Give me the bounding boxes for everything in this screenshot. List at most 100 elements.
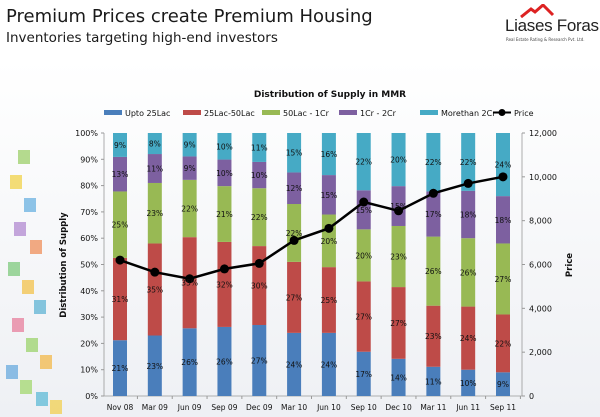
bar-segment xyxy=(147,182,162,244)
x-tick-label: Nov 08 xyxy=(107,403,134,412)
company-logo: Liases Foras Real Estate Rating & Resear… xyxy=(505,4,599,42)
data-label: 9% xyxy=(184,141,196,150)
data-label: 26% xyxy=(216,357,233,366)
x-tick-label: Sep 09 xyxy=(211,403,237,412)
bar-segment xyxy=(461,369,476,396)
y2-tick-label: 0 xyxy=(529,392,534,401)
bar-segment xyxy=(391,133,406,187)
decorative-cube xyxy=(34,300,46,314)
bar-segment xyxy=(496,133,510,197)
data-label: 24% xyxy=(286,360,303,369)
data-label: 25% xyxy=(321,296,338,305)
data-label: 27% xyxy=(355,313,372,322)
decorative-cube xyxy=(10,175,22,189)
legend-label: Price xyxy=(514,109,534,118)
bar-segment xyxy=(217,326,232,396)
data-label: 22% xyxy=(460,158,477,167)
legend-swatch xyxy=(339,110,357,115)
data-label: 12% xyxy=(286,184,303,193)
y-tick-label: 100% xyxy=(75,129,98,138)
data-label: 26% xyxy=(181,358,198,367)
data-label: 21% xyxy=(112,364,129,373)
price-point xyxy=(115,255,125,265)
decorative-cubes xyxy=(6,150,62,414)
x-tick-label: Dec 09 xyxy=(246,403,273,412)
bar-segment xyxy=(252,324,267,396)
x-tick-label: Mar 10 xyxy=(281,403,307,412)
data-label: 15% xyxy=(355,206,372,215)
bar-segment xyxy=(113,156,127,192)
bar-segment xyxy=(147,133,162,155)
bar-segment xyxy=(461,133,476,191)
x-tick-label: Sep 10 xyxy=(351,403,377,412)
y-axis-label: Distribution of Supply xyxy=(59,212,69,318)
x-tick-label: Sep 11 xyxy=(490,403,516,412)
data-label: 10% xyxy=(251,171,268,180)
data-label: 22% xyxy=(355,158,372,167)
data-label: 32% xyxy=(216,280,233,289)
data-label: 24% xyxy=(460,334,477,343)
y2-axis-label: Price xyxy=(565,253,575,277)
decorative-cube xyxy=(24,198,36,212)
y-tick-label: 20% xyxy=(80,339,98,348)
price-point xyxy=(150,267,160,277)
price-point xyxy=(219,264,229,274)
y-tick-label: 60% xyxy=(80,234,98,243)
bar-segment xyxy=(461,238,476,307)
legend-swatch xyxy=(262,110,280,115)
decorative-cube xyxy=(6,365,18,379)
bar-segment xyxy=(426,133,441,192)
data-label: 30% xyxy=(251,282,268,291)
data-label: 23% xyxy=(425,332,442,341)
bar-segment xyxy=(426,191,441,237)
data-label: 20% xyxy=(355,251,372,260)
decorative-cube xyxy=(26,338,38,352)
data-label: 8% xyxy=(149,140,161,149)
bar-segment xyxy=(496,196,510,244)
price-line xyxy=(119,175,504,281)
decorative-cube xyxy=(14,222,26,236)
legend-swatch xyxy=(420,110,438,115)
data-label: 9% xyxy=(497,380,509,389)
data-label: 20% xyxy=(321,237,338,246)
data-label: 10% xyxy=(216,169,233,178)
bar-segment xyxy=(496,372,510,396)
y2-tick-label: 8,000 xyxy=(529,217,552,226)
logo-roof-icon xyxy=(520,4,555,18)
price-point xyxy=(185,274,195,284)
bar-segment xyxy=(287,261,302,333)
bar-segment xyxy=(321,267,336,333)
bar-segment xyxy=(182,133,197,157)
data-label: 9% xyxy=(184,164,196,173)
bar-segment xyxy=(217,241,232,327)
x-tick-label: Jun 10 xyxy=(316,403,341,412)
bar-segment xyxy=(461,190,476,239)
bar-segment xyxy=(287,204,302,262)
y2-tick-label: 10,000 xyxy=(529,173,557,182)
legend-label: Morethan 2Cr xyxy=(441,109,496,118)
bar-segment xyxy=(321,133,336,176)
data-label: 11% xyxy=(146,165,163,174)
price-point xyxy=(254,258,264,268)
logo-tagline: Real Estate Rating & Research Pvt. Ltd. xyxy=(506,37,585,42)
data-label: 17% xyxy=(425,210,442,219)
data-label: 22% xyxy=(251,213,268,222)
bar-segment xyxy=(147,154,162,183)
data-label: 15% xyxy=(286,149,303,158)
y-tick-label: 80% xyxy=(80,182,98,191)
bar-segment xyxy=(182,328,197,396)
chart-title: Distribution of Supply in MMR xyxy=(254,90,406,100)
x-tick-label: Jun 11 xyxy=(455,403,480,412)
x-tick-label: Mar 09 xyxy=(142,403,168,412)
legend: Upto 25Lac 25Lac-50Lac 50Lac - 1Cr 1Cr - 2C… xyxy=(104,109,534,118)
bar-segment xyxy=(356,281,371,352)
bar-segment xyxy=(356,133,371,191)
data-label: 14% xyxy=(390,373,407,382)
data-label: 25% xyxy=(112,221,129,230)
data-label: 24% xyxy=(495,161,512,170)
data-label: 17% xyxy=(355,370,372,379)
bar-segment xyxy=(287,172,302,205)
bar-segment xyxy=(217,159,232,187)
data-label: 27% xyxy=(286,293,303,302)
y-tick-label: 50% xyxy=(80,261,98,270)
